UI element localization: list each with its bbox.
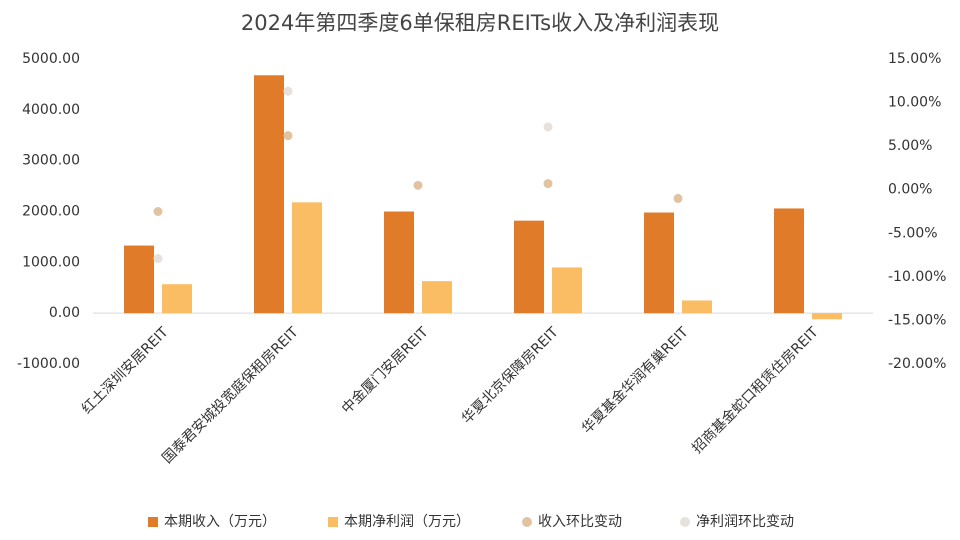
bar (124, 245, 154, 314)
legend-label: 净利润环比变动 (696, 514, 794, 530)
y2-tick-label: -15.00% (888, 312, 946, 328)
dot (283, 86, 293, 96)
x-tick-label: 华夏基金华润有巢REIT (578, 323, 692, 437)
y-tick-label: 0.00 (49, 305, 80, 321)
y2-tick-label: -5.00% (888, 225, 938, 241)
bar (422, 281, 452, 314)
y-tick-label: 3000.00 (22, 153, 80, 169)
bar (812, 313, 842, 320)
dot (413, 180, 423, 190)
legend-swatch (522, 517, 532, 527)
dot (153, 207, 163, 216)
chart-title: 2024年第四季度6单保租房REITs收入及净利润表现 (241, 11, 719, 35)
y-tick-label: -1000.00 (17, 356, 80, 372)
bar (162, 284, 192, 314)
legend-label: 本期收入（万元） (164, 514, 276, 530)
y2-tick-label: 5.00% (888, 138, 932, 154)
dot (153, 254, 163, 264)
bar (774, 208, 804, 314)
bar (384, 211, 414, 314)
dot (283, 131, 293, 141)
y-tick-label: 1000.00 (22, 254, 80, 270)
y-tick-label: 5000.00 (22, 51, 80, 67)
legend-swatch (680, 517, 690, 527)
y-tick-label: 4000.00 (22, 102, 80, 118)
x-tick-label: 红土深圳安居REIT (79, 324, 172, 417)
bar (682, 300, 712, 314)
legend-label: 本期净利润（万元） (344, 514, 470, 530)
legend-swatch (328, 517, 338, 527)
y2-tick-label: 15.00% (888, 51, 941, 67)
y2-tick-label: -10.00% (888, 269, 946, 285)
y2-tick-label: 10.00% (888, 95, 941, 111)
legend-swatch (148, 517, 158, 527)
x-tick-label: 招商基金蛇口租赁住房REIT (689, 323, 822, 456)
dot (673, 193, 683, 203)
bar (552, 267, 582, 314)
y2-tick-label: -20.00% (888, 356, 946, 372)
bar (292, 202, 322, 314)
legend-label: 收入环比变动 (538, 514, 622, 530)
bar (254, 75, 284, 314)
bar (644, 212, 674, 314)
bar (514, 220, 544, 314)
y-tick-label: 2000.00 (22, 204, 80, 220)
y2-tick-label: 0.00% (888, 182, 932, 198)
x-tick-label: 中金厦门安居REIT (339, 324, 432, 417)
x-tick-label: 华夏北京保障房REIT (459, 324, 562, 427)
dot (543, 122, 553, 132)
dot (543, 179, 553, 189)
x-tick-label: 国泰君安城投宽庭保租房REIT (159, 323, 302, 466)
